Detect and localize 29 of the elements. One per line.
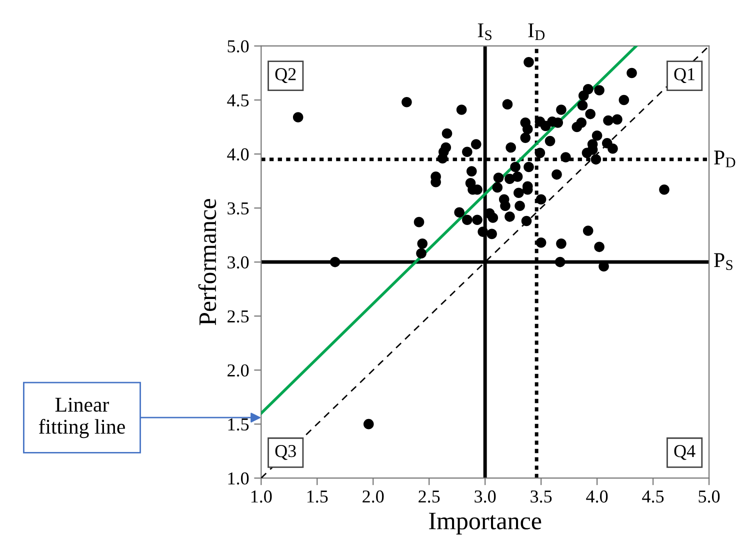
x-tick-label: 3.0 bbox=[474, 490, 496, 503]
x-tick-label: 5.0 bbox=[698, 490, 720, 503]
y-tick-label: 4.0 bbox=[227, 148, 249, 161]
x-tick-label: 3.5 bbox=[530, 490, 552, 503]
text: Linear fitting line bbox=[38, 398, 125, 438]
x-tick-label: 4.5 bbox=[642, 490, 664, 503]
annotation: Q4 bbox=[674, 445, 696, 460]
annotation: Q2 bbox=[275, 68, 296, 84]
y-tick-label: 3.5 bbox=[228, 202, 249, 215]
y-tick-label: 4.5 bbox=[227, 94, 249, 107]
x-tick-label: 4.0 bbox=[586, 490, 608, 503]
y-tick-label: 1.0 bbox=[228, 472, 249, 485]
annotation: Q3 bbox=[275, 445, 296, 460]
y-tick-label: 2.0 bbox=[228, 364, 249, 377]
y-tick-label: 1.5 bbox=[228, 418, 249, 431]
ref-line-label: P$_{S}$ bbox=[714, 253, 732, 270]
x-tick-label: 1.5 bbox=[307, 490, 328, 503]
x-axis-title: Importance bbox=[429, 512, 542, 535]
y-tick-label: 3.0 bbox=[228, 256, 249, 269]
ref-line-label: P$_{D}$ bbox=[714, 150, 736, 168]
x-tick-label: 2.0 bbox=[362, 490, 384, 503]
ref-line-label: I$_{S}$ bbox=[478, 23, 492, 40]
y-tick-label: 5.0 bbox=[228, 40, 249, 53]
annotation: Q1 bbox=[674, 68, 695, 84]
ref-line-label: I$_{D}$ bbox=[528, 23, 545, 40]
x-tick-label: 1.0 bbox=[251, 490, 272, 503]
y-axis-title: Performance bbox=[198, 199, 216, 326]
y-tick-label: 2.5 bbox=[228, 310, 249, 323]
x-tick-label: 2.5 bbox=[418, 490, 440, 503]
